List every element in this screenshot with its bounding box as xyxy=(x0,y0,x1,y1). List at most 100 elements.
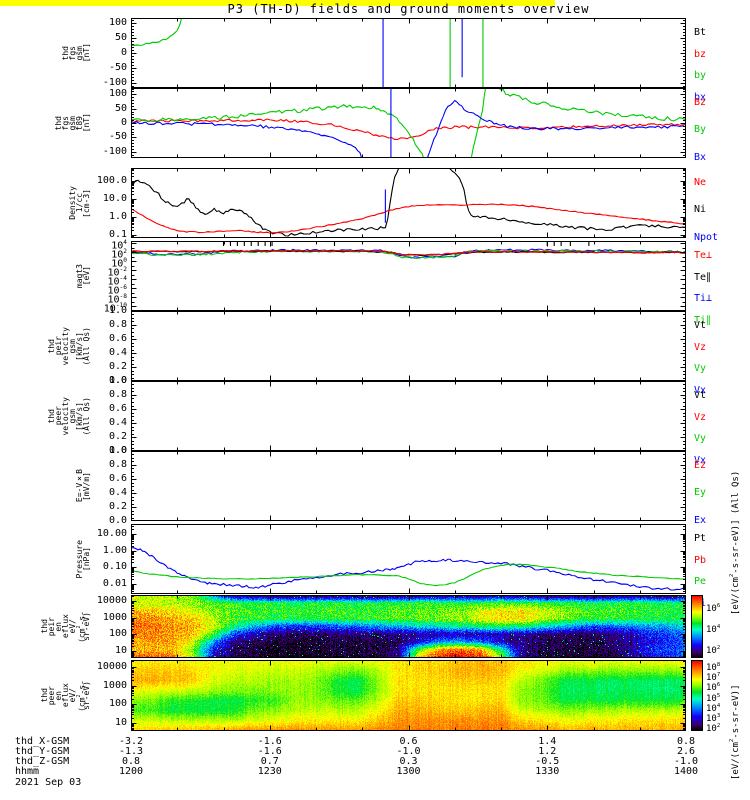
bottom-row-value: 1330 xyxy=(535,766,560,777)
legend-bx: bx xyxy=(694,91,707,103)
panel-density-canvas xyxy=(131,168,686,238)
legend-Te⊥: Te⊥ xyxy=(694,250,713,261)
y-tick-label: -50 xyxy=(108,62,127,74)
colorbar-tick-label: 103 xyxy=(706,712,721,724)
y-tick-label: 0.6 xyxy=(108,473,127,484)
legend-Bt: Bt xyxy=(694,27,707,38)
y-tick-label: -100 xyxy=(102,77,127,89)
ylabel-col: (All Qs) xyxy=(82,326,91,366)
y-tick-label: 0.2 xyxy=(108,361,127,372)
y-tick-label: 10 xyxy=(114,717,127,729)
legend-Ez: Ez xyxy=(694,460,707,471)
y-tick-label: 0.1 xyxy=(108,229,127,241)
y-tick-label: 102 xyxy=(111,248,127,261)
y-tick-label: 100 xyxy=(108,628,127,640)
bottom-row-value: -1.6 xyxy=(257,746,282,757)
y-tick-label: 10.0 xyxy=(102,193,127,205)
legend-Vx: Vx xyxy=(694,454,707,466)
legend-Vz: Vz xyxy=(694,411,707,423)
bottom-row-value: -1.6 xyxy=(257,736,282,747)
bottom-row-value: 1.4 xyxy=(538,736,557,747)
panel-ylabel: thd peir en eflux eV/(cm2-s-sr-eV) xyxy=(38,595,91,658)
ylabel-col: [cm-3] xyxy=(82,188,91,218)
panel-ylabel: Density 1/cc [cm-3] xyxy=(68,168,91,238)
y-tick-label: 0.01 xyxy=(102,578,127,589)
spectrogram-peer_en_eflux-canvas xyxy=(131,660,686,731)
ylabel-col: sr-eV) xyxy=(82,681,91,710)
colorbar-tick-label: 107 xyxy=(706,672,721,684)
flag-bar xyxy=(0,0,555,6)
colorbar-tick-label: 102 xyxy=(706,644,721,656)
colorbar-tick-label: 105 xyxy=(706,692,721,704)
bottom-row-value: -3.2 xyxy=(118,736,144,747)
plot-layers: 100 50 0 -50 -100 thd fgs gsm [nT] Bt bz by bx 100 50 0… xyxy=(0,0,750,780)
ylabel-col: (All Qs) xyxy=(82,396,91,436)
legend-Npot: Npot xyxy=(694,231,719,243)
bottom-row-label-thd_Z-GSM: thd_Z-GSM xyxy=(15,756,70,767)
panel-ylabel: thd fgs gsm [nT] xyxy=(60,18,91,88)
colorbar-unit-peir_en_eflux: [eV/(cm2-s-sr-eV)] (All Qs) xyxy=(729,470,741,616)
colorbar-tick-label: 108 xyxy=(706,662,721,674)
y-tick-label: 0.4 xyxy=(108,487,127,498)
ylabel-col: sr-eV) xyxy=(82,612,91,641)
panel-ylabel: thd fgs gsm t89 [nT] xyxy=(53,88,91,158)
panel-fgs_t89-canvas xyxy=(131,88,686,158)
ylabel-col: [nT] xyxy=(82,113,91,133)
y-tick-label: 10-8 xyxy=(107,293,128,306)
legend-Vy: Vy xyxy=(694,433,707,444)
panel-fgs-canvas xyxy=(131,18,686,88)
bottom-row-label-hhmm: hhmm xyxy=(15,766,40,777)
colorbar-peir_en_eflux xyxy=(691,595,703,658)
colorbar-peer_en_eflux xyxy=(691,660,703,731)
legend-bz: bz xyxy=(694,48,707,60)
y-tick-label: 50 xyxy=(114,31,127,43)
legend-Pb: Pb xyxy=(694,554,707,566)
bottom-row-label-thd_X-GSM: thd_X-GSM xyxy=(15,736,70,747)
y-tick-label: -50 xyxy=(108,131,127,143)
legend-Ex: Ex xyxy=(694,514,707,526)
y-tick-label: 0.10 xyxy=(102,561,127,573)
y-tick-label: 10000 xyxy=(96,660,127,672)
ylabel-col: eV/ xyxy=(68,619,77,634)
y-tick-label: 0.6 xyxy=(108,333,127,344)
y-tick-label: 0 xyxy=(120,117,127,128)
y-tick-label: 0.8 xyxy=(108,319,127,330)
y-tick-label: -100 xyxy=(102,145,127,157)
y-tick-label: 10.00 xyxy=(96,528,127,539)
y-tick-label: 0.0 xyxy=(108,375,127,386)
colorbar-tick-label: 104 xyxy=(706,702,721,714)
legend-Ti⊥: Ti⊥ xyxy=(694,293,713,304)
y-tick-label: 104 xyxy=(111,239,127,252)
legend-Ti∥: Ti∥ xyxy=(694,314,712,326)
legend-Vx: Vx xyxy=(694,384,707,396)
ylabel-col: [nT] xyxy=(82,43,91,63)
bottom-row-value: 0.3 xyxy=(399,756,418,767)
y-tick-label: 1.0 xyxy=(108,211,127,223)
panel-ylabel: thd peer en eflux eV/(cm2-s-sr-eV) xyxy=(38,660,91,731)
y-tick-label: 1.0 xyxy=(108,375,127,386)
bottom-row-value: 2.6 xyxy=(676,746,696,757)
y-tick-label: 10-10 xyxy=(103,302,127,315)
y-tick-label: 0.2 xyxy=(108,431,127,442)
ylabel-col: [nPa] xyxy=(82,546,91,572)
y-tick-label: 0 xyxy=(120,47,127,58)
bottom-row-value: 1230 xyxy=(257,766,282,777)
panel-ylabel: magt3 [eV] xyxy=(75,241,91,311)
y-tick-label: 10-6 xyxy=(107,284,128,297)
colorbar-unit-peer_en_eflux: [eV/(cm2-s-sr-eV)] xyxy=(729,684,741,781)
panel-efield-canvas xyxy=(131,451,686,521)
y-tick-label: 1000 xyxy=(102,679,127,691)
ylabel-col: [eV] xyxy=(82,266,91,286)
y-tick-label: 0.4 xyxy=(108,347,127,358)
legend-By: By xyxy=(694,124,707,136)
bottom-row-label-thd_Y-GSM: thd_Y-GSM xyxy=(15,746,70,757)
colorbar-tick-label: 104 xyxy=(706,623,721,635)
colorbar-tick-label: 102 xyxy=(706,722,721,734)
bottom-row-value: 0.7 xyxy=(260,756,279,767)
y-tick-label: 1.0 xyxy=(108,305,127,316)
bottom-row-value: -1.3 xyxy=(118,746,144,757)
legend-Vt: Vt xyxy=(694,320,707,331)
y-tick-label: 100 xyxy=(108,16,127,28)
y-tick-label: 1000 xyxy=(102,611,127,623)
